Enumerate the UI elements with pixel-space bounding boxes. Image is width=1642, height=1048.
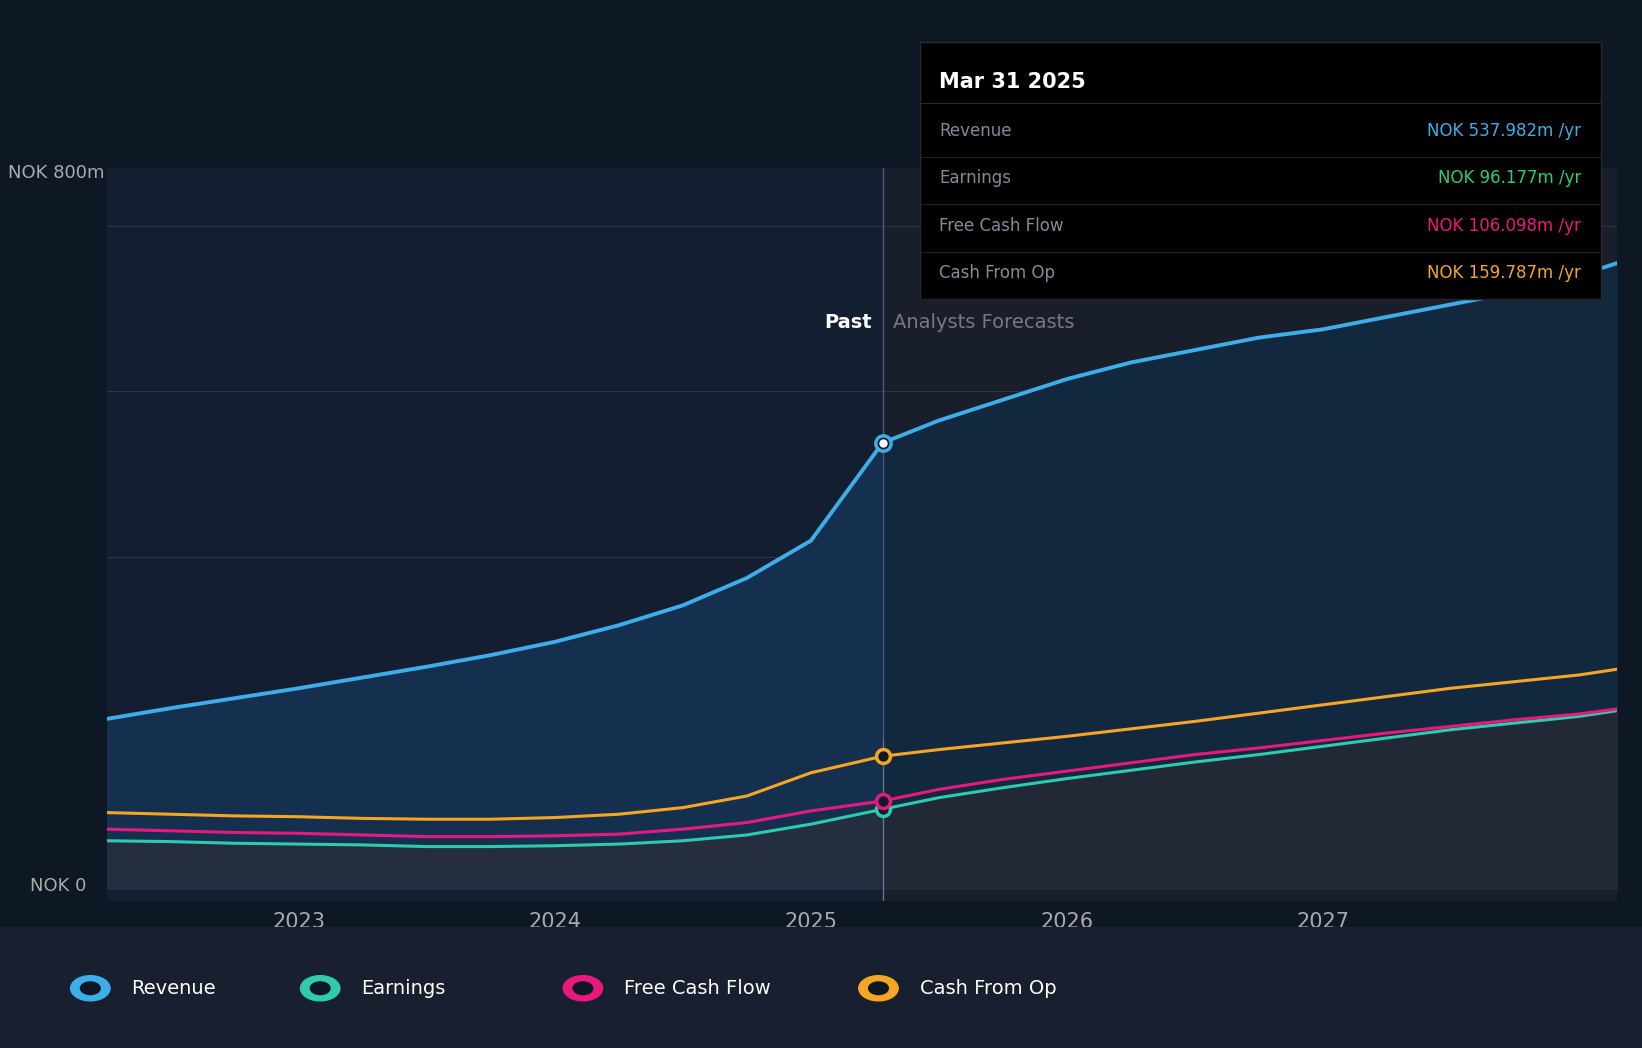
Text: Mar 31 2025: Mar 31 2025 [939, 71, 1085, 92]
Text: NOK 537.982m /yr: NOK 537.982m /yr [1427, 123, 1581, 140]
Text: Free Cash Flow: Free Cash Flow [939, 217, 1064, 235]
Text: Cash From Op: Cash From Op [920, 979, 1056, 998]
Text: Past: Past [824, 312, 872, 332]
Text: NOK 800m: NOK 800m [8, 163, 105, 182]
Text: NOK 0: NOK 0 [30, 876, 85, 895]
Text: Cash From Op: Cash From Op [939, 264, 1056, 282]
Text: NOK 96.177m /yr: NOK 96.177m /yr [1438, 170, 1581, 188]
Text: NOK 106.098m /yr: NOK 106.098m /yr [1427, 217, 1581, 235]
Text: Earnings: Earnings [939, 170, 1011, 188]
Text: Revenue: Revenue [939, 123, 1011, 140]
Text: Analysts Forecasts: Analysts Forecasts [893, 312, 1074, 332]
Bar [882, 168, 1617, 901]
Text: NOK 159.787m /yr: NOK 159.787m /yr [1427, 264, 1581, 282]
Text: Free Cash Flow: Free Cash Flow [624, 979, 770, 998]
Text: Revenue: Revenue [131, 979, 217, 998]
Text: Earnings: Earnings [361, 979, 445, 998]
Bar [107, 168, 882, 901]
